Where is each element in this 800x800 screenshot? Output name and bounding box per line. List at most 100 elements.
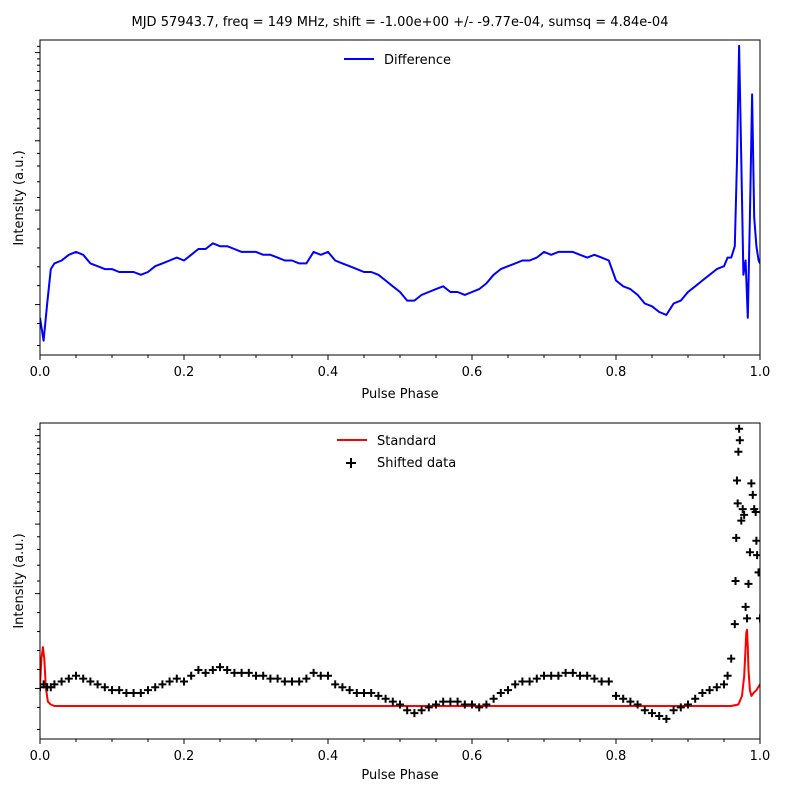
- data-point: [86, 677, 95, 686]
- data-point: [388, 697, 397, 706]
- data-point: [136, 689, 145, 698]
- data-point: [745, 548, 754, 557]
- data-point: [302, 674, 311, 683]
- data-point: [151, 683, 160, 692]
- data-point: [309, 668, 318, 677]
- data-point: [662, 714, 671, 723]
- data-point: [597, 677, 606, 686]
- data-point: [612, 691, 620, 700]
- data-point: [698, 689, 707, 698]
- series-markers-shifted-data: [40, 424, 760, 723]
- data-point: [266, 674, 275, 683]
- standard-panel: 0.0 0.2 0.4 0.6 0.8 1.0 Pulse Phase Intensity…: [12, 422, 771, 783]
- data-point: [367, 689, 376, 698]
- data-point: [568, 668, 577, 677]
- data-point: [50, 680, 59, 689]
- data-point: [712, 683, 721, 692]
- x-axis: 0.0 0.2 0.4 0.6 0.8 1.0: [30, 739, 771, 764]
- data-point: [324, 671, 332, 680]
- data-point: [403, 706, 412, 715]
- data-point: [532, 674, 541, 683]
- data-point: [727, 654, 736, 663]
- data-point: [468, 700, 476, 709]
- data-point: [252, 671, 260, 680]
- x-tick-label: 0.6: [462, 749, 483, 764]
- data-point: [475, 703, 484, 712]
- legend-label-difference: Difference: [384, 53, 451, 68]
- data-point: [684, 700, 692, 709]
- data-point: [122, 689, 131, 698]
- data-point: [446, 697, 455, 706]
- data-point: [747, 479, 756, 488]
- x-axis: 0.0 0.2 0.4 0.6 0.8 1.0: [30, 355, 770, 380]
- plot-area: [40, 424, 760, 723]
- data-point: [93, 680, 102, 689]
- data-point: [540, 671, 548, 680]
- data-point: [57, 677, 66, 686]
- data-point: [64, 674, 73, 683]
- data-point: [648, 709, 656, 718]
- data-point: [735, 436, 744, 445]
- data-point: [223, 666, 232, 675]
- data-point: [734, 447, 743, 456]
- data-point: [381, 694, 390, 703]
- data-point: [655, 712, 664, 721]
- x-tick-label: 0.0: [30, 365, 51, 380]
- legend-label-shifted-data: Shifted data: [377, 456, 456, 471]
- data-point: [180, 677, 188, 686]
- data-point: [273, 674, 282, 683]
- data-point: [172, 674, 181, 683]
- data-point: [740, 510, 749, 519]
- data-point: [345, 686, 354, 695]
- data-point: [453, 697, 462, 706]
- data-point: [590, 674, 599, 683]
- data-point: [583, 671, 592, 680]
- data-point: [748, 490, 757, 499]
- x-tick-label: 0.4: [318, 365, 339, 380]
- data-point: [230, 668, 239, 677]
- difference-panel: 0.0 0.2 0.4 0.6 0.8 1.0 Pulse Phase Intensity…: [12, 39, 770, 402]
- x-tick-label: 0.4: [318, 749, 339, 764]
- data-point: [352, 689, 361, 698]
- data-point: [259, 671, 268, 680]
- data-point: [633, 700, 642, 709]
- series-line-standard: [40, 628, 760, 707]
- data-point: [100, 683, 109, 692]
- data-point: [158, 680, 167, 689]
- data-point: [374, 691, 383, 700]
- data-point: [129, 689, 138, 698]
- data-point: [108, 686, 116, 695]
- legend: Standard Shifted data: [337, 434, 456, 471]
- data-point: [424, 703, 433, 712]
- x-tick-label: 0.2: [174, 365, 195, 380]
- x-tick-label: 0.8: [606, 365, 627, 380]
- x-tick-label: 1.0: [750, 749, 771, 764]
- data-point: [360, 689, 368, 698]
- series-line-difference: [40, 44, 760, 342]
- x-tick-label: 0.2: [174, 749, 195, 764]
- data-point: [554, 671, 563, 680]
- data-point: [669, 706, 678, 715]
- data-point: [208, 666, 217, 675]
- data-point: [547, 671, 556, 680]
- data-point: [738, 505, 747, 514]
- data-point: [338, 683, 347, 692]
- data-point: [743, 614, 752, 623]
- data-point: [744, 579, 753, 588]
- data-point: [165, 677, 174, 686]
- data-point: [489, 694, 498, 703]
- data-point: [619, 694, 628, 703]
- legend: Difference: [344, 53, 451, 68]
- x-tick-label: 0.8: [606, 749, 627, 764]
- data-point: [604, 677, 613, 686]
- data-point: [561, 668, 570, 677]
- y-axis-label: Intensity (a.u.): [12, 150, 27, 245]
- data-point: [691, 694, 700, 703]
- data-point: [396, 700, 404, 709]
- data-point: [720, 680, 728, 689]
- data-point: [733, 499, 742, 508]
- data-point: [754, 568, 760, 577]
- data-point: [518, 677, 527, 686]
- legend-marker-shifted-data: [346, 458, 356, 468]
